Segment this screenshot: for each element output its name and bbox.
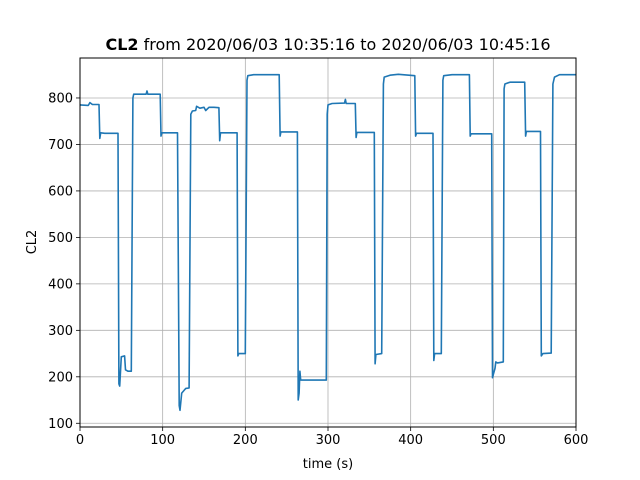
x-tick-label: 600 [564,433,589,448]
y-tick-label: 700 [48,138,73,153]
x-axis-label: time (s) [303,457,353,472]
y-tick-label: 300 [48,324,73,339]
axis-ticks: 0 100 200 300 400 500 600100200300400500600700… [48,91,588,448]
chart-title-bold: CL2 [105,35,138,54]
y-tick-label: 200 [48,370,73,385]
y-tick-label: 100 [48,417,73,432]
grid-lines [79,58,577,427]
x-tick-label: 300 [316,433,341,448]
chart-title: CL2 from 2020/06/03 10:35:16 to 2020/06/… [105,35,550,54]
y-tick-label: 800 [48,91,73,106]
x-tick-label: 0 [76,433,84,448]
data-series [79,73,576,412]
x-tick-label: 100 [150,433,175,448]
y-tick-label: 600 [48,184,73,199]
x-tick-label: 200 [233,433,258,448]
x-tick-label: 500 [481,433,506,448]
chart-title-rest: from 2020/06/03 10:35:16 to 2020/06/03 1… [139,35,551,54]
y-axis-label: CL2 [25,230,40,255]
x-tick-label: 400 [398,433,423,448]
series-line-1 [79,73,576,412]
y-tick-label: 500 [48,231,73,246]
y-tick-label: 400 [48,277,73,292]
